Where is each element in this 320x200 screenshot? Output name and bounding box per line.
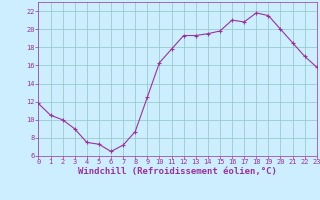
X-axis label: Windchill (Refroidissement éolien,°C): Windchill (Refroidissement éolien,°C) (78, 167, 277, 176)
